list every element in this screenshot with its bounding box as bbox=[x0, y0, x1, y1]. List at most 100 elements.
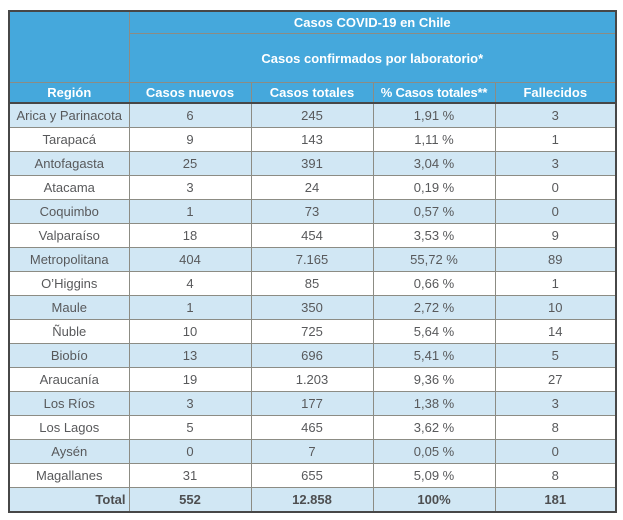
cell-nuevos: 404 bbox=[128, 247, 252, 272]
col-header-casos-totales: Casos totales bbox=[250, 82, 374, 104]
cell-pct: 3,04 % bbox=[372, 151, 496, 176]
cell-nuevos: 18 bbox=[128, 223, 252, 248]
cell-nuevos: 13 bbox=[128, 343, 252, 368]
cell-pct: 1,38 % bbox=[372, 391, 496, 416]
cell-nuevos: 9 bbox=[128, 127, 252, 152]
cell-nuevos: 5 bbox=[128, 415, 252, 440]
cell-totales: 7.165 bbox=[250, 247, 374, 272]
cell-region: Arica y Parinacota bbox=[8, 102, 130, 128]
cell-totales: 177 bbox=[250, 391, 374, 416]
cell-region: Ñuble bbox=[8, 319, 130, 344]
table-row: Valparaíso 18 454 3,53 % 9 bbox=[8, 223, 617, 248]
total-pct: 100% bbox=[372, 487, 496, 513]
cell-region: Biobío bbox=[8, 343, 130, 368]
cell-pct: 0,19 % bbox=[372, 175, 496, 200]
table-row: Antofagasta 25 391 3,04 % 3 bbox=[8, 151, 617, 176]
cell-pct: 2,72 % bbox=[372, 295, 496, 320]
cell-region: Tarapacá bbox=[8, 127, 130, 152]
table-header: Casos COVID-19 en Chile Casos confirmado… bbox=[8, 10, 617, 104]
col-header-fallecidos: Fallecidos bbox=[494, 82, 617, 104]
cell-nuevos: 6 bbox=[128, 102, 252, 128]
table-row: Maule 1 350 2,72 % 10 bbox=[8, 295, 617, 320]
column-header-row: Región Casos nuevos Casos totales % Caso… bbox=[8, 82, 617, 104]
table-title: Casos COVID-19 en Chile bbox=[128, 10, 617, 34]
cell-totales: 1.203 bbox=[250, 367, 374, 392]
cell-fallecidos: 14 bbox=[494, 319, 617, 344]
cell-region: Metropolitana bbox=[8, 247, 130, 272]
cell-fallecidos: 0 bbox=[494, 199, 617, 224]
table-row: Tarapacá 9 143 1,11 % 1 bbox=[8, 127, 617, 152]
col-header-casos-nuevos: Casos nuevos bbox=[128, 82, 252, 104]
cell-pct: 9,36 % bbox=[372, 367, 496, 392]
table-footer: Total 552 12.858 100% 181 bbox=[8, 487, 617, 513]
cell-fallecidos: 8 bbox=[494, 415, 617, 440]
cell-nuevos: 19 bbox=[128, 367, 252, 392]
cell-region: O’Higgins bbox=[8, 271, 130, 296]
cell-fallecidos: 1 bbox=[494, 271, 617, 296]
cell-pct: 5,64 % bbox=[372, 319, 496, 344]
cell-nuevos: 3 bbox=[128, 175, 252, 200]
cell-pct: 5,41 % bbox=[372, 343, 496, 368]
cell-totales: 7 bbox=[250, 439, 374, 464]
cell-totales: 24 bbox=[250, 175, 374, 200]
cell-region: Araucanía bbox=[8, 367, 130, 392]
cell-nuevos: 31 bbox=[128, 463, 252, 488]
table-row: Arica y Parinacota 6 245 1,91 % 3 bbox=[8, 102, 617, 128]
cell-nuevos: 3 bbox=[128, 391, 252, 416]
total-casos-totales: 12.858 bbox=[250, 487, 374, 513]
table-row: Araucanía 19 1.203 9,36 % 27 bbox=[8, 367, 617, 392]
cell-totales: 143 bbox=[250, 127, 374, 152]
cell-fallecidos: 3 bbox=[494, 102, 617, 128]
cell-region: Aysén bbox=[8, 439, 130, 464]
cell-fallecidos: 0 bbox=[494, 175, 617, 200]
cell-totales: 465 bbox=[250, 415, 374, 440]
cell-fallecidos: 1 bbox=[494, 127, 617, 152]
cell-totales: 85 bbox=[250, 271, 374, 296]
table-row: Metropolitana 404 7.165 55,72 % 89 bbox=[8, 247, 617, 272]
cell-pct: 1,91 % bbox=[372, 102, 496, 128]
cell-pct: 3,62 % bbox=[372, 415, 496, 440]
title-row: Casos COVID-19 en Chile bbox=[8, 10, 617, 83]
total-label: Total bbox=[8, 487, 130, 513]
cell-nuevos: 25 bbox=[128, 151, 252, 176]
cell-region: Atacama bbox=[8, 175, 130, 200]
cell-region: Maule bbox=[8, 295, 130, 320]
cell-nuevos: 1 bbox=[128, 199, 252, 224]
cell-fallecidos: 8 bbox=[494, 463, 617, 488]
cell-pct: 1,11 % bbox=[372, 127, 496, 152]
table-row: Aysén 0 7 0,05 % 0 bbox=[8, 439, 617, 464]
cell-totales: 725 bbox=[250, 319, 374, 344]
cell-totales: 391 bbox=[250, 151, 374, 176]
col-header-pct-casos-totales: % Casos totales** bbox=[372, 82, 496, 104]
subtitle-row: Casos confirmados por laboratorio* bbox=[9, 33, 617, 83]
cell-fallecidos: 0 bbox=[494, 439, 617, 464]
table-body: Arica y Parinacota 6 245 1,91 % 3 Tarapacá 9 14… bbox=[8, 102, 617, 488]
cell-totales: 245 bbox=[250, 102, 374, 128]
cell-region: Valparaíso bbox=[8, 223, 130, 248]
cell-totales: 454 bbox=[250, 223, 374, 248]
cell-fallecidos: 5 bbox=[494, 343, 617, 368]
cell-totales: 73 bbox=[250, 199, 374, 224]
cell-nuevos: 10 bbox=[128, 319, 252, 344]
cell-nuevos: 0 bbox=[128, 439, 252, 464]
cell-region: Los Ríos bbox=[8, 391, 130, 416]
total-casos-nuevos: 552 bbox=[128, 487, 252, 513]
cell-region: Coquimbo bbox=[8, 199, 130, 224]
cell-region: Antofagasta bbox=[8, 151, 130, 176]
corner-cell bbox=[8, 10, 130, 83]
table-row: O’Higgins 4 85 0,66 % 1 bbox=[8, 271, 617, 296]
cell-pct: 3,53 % bbox=[372, 223, 496, 248]
table-row: Atacama 3 24 0,19 % 0 bbox=[8, 175, 617, 200]
total-row: Total 552 12.858 100% 181 bbox=[8, 487, 617, 513]
cell-fallecidos: 9 bbox=[494, 223, 617, 248]
cell-pct: 0,57 % bbox=[372, 199, 496, 224]
cell-fallecidos: 89 bbox=[494, 247, 617, 272]
cell-fallecidos: 27 bbox=[494, 367, 617, 392]
cell-fallecidos: 3 bbox=[494, 391, 617, 416]
cell-nuevos: 1 bbox=[128, 295, 252, 320]
table-row: Ñuble 10 725 5,64 % 14 bbox=[8, 319, 617, 344]
cell-totales: 696 bbox=[250, 343, 374, 368]
total-fallecidos: 181 bbox=[494, 487, 617, 513]
cell-totales: 350 bbox=[250, 295, 374, 320]
col-header-region: Región bbox=[8, 82, 130, 104]
